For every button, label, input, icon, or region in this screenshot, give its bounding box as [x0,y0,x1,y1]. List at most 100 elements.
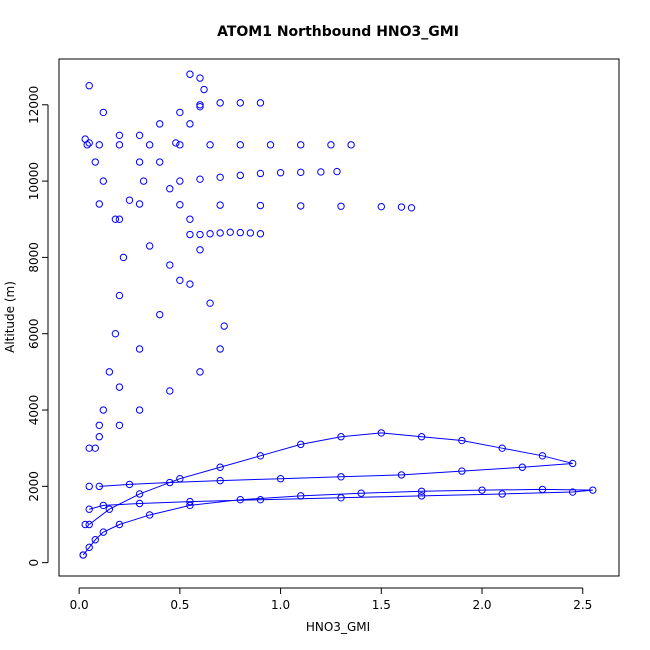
data-point [115,141,124,149]
data-point [196,246,204,254]
data-point [226,228,234,236]
data-point [176,177,184,185]
data-point [297,141,305,149]
data-point [236,99,244,107]
y-tick-label: 8000 [27,242,41,273]
data-point [397,203,406,211]
data-point [176,276,184,284]
data-point [216,463,224,471]
series-line [88,432,573,525]
data-point [95,200,103,208]
data-point [81,135,89,143]
data-point [186,280,194,288]
data-point [357,489,365,497]
data-point [79,551,87,559]
data-point [417,492,426,500]
data-point [115,291,124,300]
x-tick-label: 2.5 [573,598,592,612]
data-point [498,490,506,498]
data-point [186,120,194,128]
series-9 [115,70,208,223]
data-point [139,177,148,185]
data-point [166,478,174,487]
series-7 [186,228,265,239]
data-point [216,345,224,353]
data-point [256,201,265,210]
data-point [196,368,204,376]
data-point [99,528,108,536]
data-point [119,253,128,262]
data-point [186,501,194,510]
data-point [156,310,164,319]
x-tick-label: 1.0 [271,598,290,612]
data-point [518,463,527,471]
data-point [297,492,305,500]
data-point [85,82,93,90]
x-tick-label: 0.5 [170,598,189,612]
data-point [538,452,547,460]
data-point [276,169,285,177]
data-point [498,444,506,452]
data-point [176,475,184,483]
y-tick-label: 0 [27,559,41,567]
data-point [256,169,265,178]
data-point [266,141,275,149]
series-4 [95,200,416,212]
x-tick-label: 0.0 [70,598,89,612]
x-axis-label: HNO3_GMI [306,620,370,634]
data-point [337,202,345,210]
data-point [568,488,577,496]
y-tick-label: 6000 [27,318,41,349]
data-point [115,131,124,140]
series-10 [85,242,228,452]
data-point [186,215,194,223]
data-point [337,494,345,502]
data-point [246,229,255,237]
data-point [99,177,108,185]
data-point [85,482,93,491]
data-point [236,141,244,149]
data-point [236,495,244,504]
x-tick-label: 2.0 [472,598,491,612]
data-point [176,201,184,209]
plot-frame [58,58,620,577]
data-point [297,168,305,177]
data-point [115,421,124,429]
data-point [99,406,108,414]
series-5 [176,167,341,185]
data-point [105,368,114,376]
data-point [125,196,134,204]
y-axis-label: Altitude (m) [3,281,17,353]
data-point [317,168,325,176]
data-point [125,480,134,489]
data-point [166,387,174,395]
data-point [95,421,103,429]
data-point [256,452,265,460]
data-point [186,70,194,78]
data-point [216,229,224,237]
data-point [347,141,355,149]
data-point [135,345,144,353]
data-point [206,141,214,149]
data-point [297,202,305,210]
data-point [135,200,144,208]
data-point [95,433,103,441]
data-point [568,459,577,468]
data-point [417,487,426,495]
data-point [186,230,194,239]
data-point [95,141,103,149]
data-point [216,99,224,107]
y-axis: 0 2000 4000 6000 8000 10000 12000 [27,86,49,567]
y-tick-label: 12000 [27,86,41,124]
y-tick-label: 4000 [27,395,41,426]
data-point [407,204,416,212]
data-point [397,471,406,479]
data-point [538,485,547,494]
data-point [337,473,345,481]
data-point [458,467,466,475]
data-point [216,201,224,209]
data-point [91,158,99,166]
data-point [377,202,386,211]
data-point [99,501,108,510]
